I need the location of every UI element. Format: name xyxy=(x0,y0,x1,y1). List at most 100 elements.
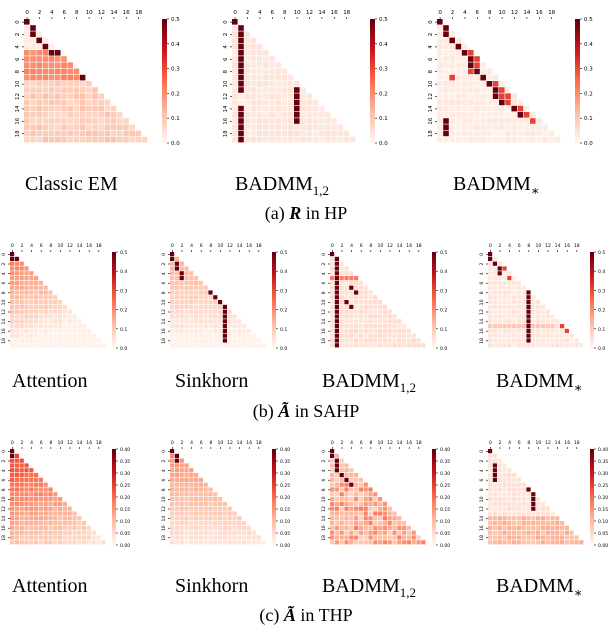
colorbar-segment xyxy=(162,40,167,45)
heatmap-cell xyxy=(203,501,208,506)
colorbar-segment xyxy=(575,93,580,97)
heatmap-cell xyxy=(275,124,281,130)
heatmap-cell xyxy=(92,124,98,130)
colorbar-segment xyxy=(432,521,436,524)
y-tick-label: 6 xyxy=(15,57,21,61)
heatmap-cell xyxy=(189,516,194,521)
heatmap-cell xyxy=(344,290,349,295)
heatmap-cell xyxy=(34,338,39,343)
heatmap-cell xyxy=(198,314,203,319)
heatmap-cell xyxy=(531,295,536,300)
heatmap-cell xyxy=(512,525,517,530)
heatmap-cell xyxy=(497,261,502,266)
heatmap-cell xyxy=(72,343,77,348)
heatmap-badmm12-sahp: 0 2 4 6 8 10 12 14 16 180246810121416180.00.10.20… xyxy=(321,243,447,352)
heatmap-cell xyxy=(468,87,474,93)
y-tick-label: 12 xyxy=(321,309,327,315)
y-tick-label: 6 xyxy=(321,479,327,482)
heatmap-cell xyxy=(540,521,545,526)
heatmap-cell xyxy=(492,492,497,497)
heatmap-cell xyxy=(10,487,15,492)
colorbar-tick-label: 0.4 xyxy=(379,42,388,48)
heatmap-cell xyxy=(488,252,493,257)
heatmap-cell xyxy=(246,535,251,540)
heatmap-cell xyxy=(334,276,339,281)
heatmap-cell xyxy=(30,25,36,31)
colorbar-segment xyxy=(432,461,436,464)
heatmap-cell xyxy=(42,56,49,62)
heatmap-cell xyxy=(251,530,256,535)
heatmap-cell xyxy=(512,492,517,497)
heatmap-cell xyxy=(256,74,263,81)
heatmap-cell xyxy=(480,93,486,99)
heatmap-cell xyxy=(263,99,269,106)
colorbar-segment xyxy=(590,509,594,512)
heatmap-cell xyxy=(574,338,579,343)
heatmap-cell xyxy=(536,124,542,130)
heatmap-cell xyxy=(507,276,512,281)
heatmap-cell xyxy=(331,136,337,143)
heatmap-cell xyxy=(497,463,502,468)
heatmap-cell xyxy=(232,511,237,516)
heatmap-cell xyxy=(222,535,227,540)
y-tick-label: 0 xyxy=(161,450,167,453)
heatmap-cell xyxy=(14,276,19,281)
heatmap-cell xyxy=(174,516,179,521)
y-tick-label: 0 xyxy=(321,253,327,256)
x-tick-label: 18 xyxy=(574,243,580,249)
heatmap-cell xyxy=(92,87,98,93)
heatmap-cell xyxy=(502,506,507,511)
heatmap-cell xyxy=(437,74,443,81)
heatmap-cell xyxy=(540,333,545,338)
heatmap-cell xyxy=(443,87,449,93)
heatmap-sinkhorn-sahp: 0 2 4 6 8 10 12 14 16 180246810121416180.00.10.20… xyxy=(161,243,287,352)
colorbar-segment xyxy=(432,259,436,263)
heatmap-cell xyxy=(406,530,411,535)
heatmap-cell xyxy=(363,492,368,497)
heatmap-cell xyxy=(48,309,53,314)
heatmap-cell xyxy=(179,266,184,271)
heatmap-cell xyxy=(387,324,392,329)
heatmap-cell xyxy=(189,290,194,295)
colorbar-tick-label: 0.20 xyxy=(120,495,130,501)
heatmap-cell xyxy=(43,343,48,348)
heatmap-cell xyxy=(194,506,199,511)
heatmap-cell xyxy=(330,482,335,487)
heatmap-cell xyxy=(555,328,560,333)
heatmap-cell xyxy=(34,516,39,521)
heatmap-cell xyxy=(174,338,179,343)
heatmap-cell xyxy=(526,319,531,324)
heatmap-cell xyxy=(194,304,199,309)
heatmap-cell xyxy=(437,136,443,143)
heatmap-cell xyxy=(344,343,349,348)
heatmap-cell xyxy=(349,506,354,511)
heatmap-cell xyxy=(318,124,325,130)
y-tick-label: 4 xyxy=(15,45,21,49)
heatmap-cell xyxy=(502,497,507,502)
heatmap-cell xyxy=(238,93,244,99)
y-tick-label: 16 xyxy=(161,328,167,334)
heatmap-cell xyxy=(555,338,560,343)
heatmap-cell xyxy=(502,285,507,290)
colorbar-segment xyxy=(112,456,116,460)
colorbar-segment xyxy=(162,56,167,60)
heatmap-cell xyxy=(349,540,354,545)
heatmap-cell xyxy=(232,328,237,333)
y-tick-label: 2 xyxy=(321,459,327,462)
heatmap-cell xyxy=(24,25,30,31)
colorbar-tick-label: 0.10 xyxy=(120,519,130,525)
heatmap-cell xyxy=(312,136,319,143)
panel-label: Sinkhorn xyxy=(175,575,249,597)
heatmap-cell xyxy=(536,506,541,511)
heatmap-cell xyxy=(24,56,30,62)
heatmap-cell xyxy=(34,497,39,502)
heatmap-cell xyxy=(179,314,184,319)
heatmap-cell xyxy=(497,487,502,492)
heatmap-cell xyxy=(24,525,29,530)
heatmap-cell xyxy=(246,540,251,545)
heatmap-cell xyxy=(480,105,486,112)
heatmap-cell xyxy=(468,130,474,137)
heatmap-cell xyxy=(545,343,550,348)
x-tick-label: 12 xyxy=(67,243,73,249)
heatmap-cell xyxy=(542,124,548,130)
